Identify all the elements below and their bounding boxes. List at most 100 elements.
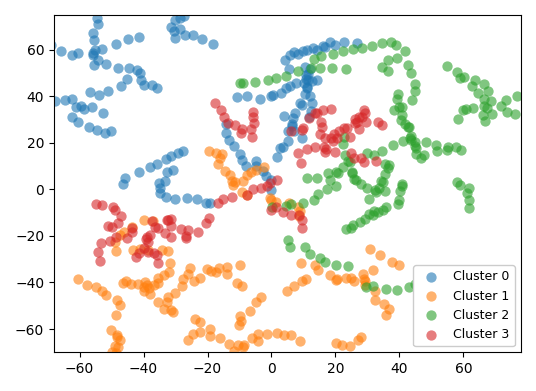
Cluster 0 <box>289 48 298 55</box>
Cluster 1 <box>178 283 187 289</box>
Cluster 3 <box>321 149 330 155</box>
Cluster 1 <box>272 199 280 205</box>
Cluster 2 <box>368 43 376 50</box>
Cluster 1 <box>294 204 302 210</box>
Cluster 1 <box>185 265 194 271</box>
Cluster 1 <box>379 300 388 307</box>
Cluster 1 <box>143 282 151 288</box>
Cluster 2 <box>331 183 340 189</box>
Cluster 2 <box>533 93 536 99</box>
Cluster 1 <box>371 288 379 294</box>
Cluster 2 <box>480 96 488 102</box>
Cluster 1 <box>92 284 100 291</box>
Cluster 1 <box>114 344 123 350</box>
Cluster 1 <box>206 268 215 274</box>
Cluster 1 <box>144 247 153 253</box>
Cluster 3 <box>143 234 152 240</box>
Cluster 1 <box>160 306 168 312</box>
Cluster 3 <box>319 107 327 113</box>
Cluster 3 <box>117 213 125 219</box>
Cluster 2 <box>346 159 354 165</box>
Cluster 2 <box>324 170 332 176</box>
Cluster 0 <box>251 158 260 165</box>
Cluster 0 <box>170 17 179 23</box>
Cluster 2 <box>416 155 425 161</box>
Cluster 1 <box>103 373 111 380</box>
Cluster 2 <box>362 284 370 290</box>
Cluster 3 <box>97 239 106 246</box>
Cluster 0 <box>319 43 327 49</box>
Cluster 1 <box>107 349 116 355</box>
Cluster 1 <box>163 294 172 300</box>
Cluster 3 <box>372 158 381 165</box>
Cluster 1 <box>310 262 319 268</box>
Cluster 1 <box>254 338 262 344</box>
Cluster 0 <box>91 47 100 53</box>
Cluster 2 <box>370 208 378 214</box>
Cluster 1 <box>353 337 362 344</box>
Cluster 2 <box>368 212 377 218</box>
Cluster 2 <box>419 274 427 280</box>
Cluster 1 <box>212 150 220 156</box>
Cluster 0 <box>284 128 292 134</box>
Cluster 1 <box>150 282 158 288</box>
Cluster 0 <box>160 178 169 185</box>
Cluster 0 <box>73 50 82 57</box>
Cluster 3 <box>193 229 202 235</box>
Cluster 0 <box>123 76 131 83</box>
Cluster 2 <box>397 117 405 123</box>
Cluster 3 <box>128 225 137 231</box>
Cluster 0 <box>68 114 76 120</box>
Cluster 2 <box>523 108 531 114</box>
Cluster 1 <box>115 302 124 308</box>
Cluster 0 <box>222 120 230 127</box>
Cluster 1 <box>238 189 247 195</box>
Cluster 0 <box>302 84 311 90</box>
Cluster 0 <box>292 80 300 86</box>
Cluster 1 <box>331 339 340 346</box>
Cluster 0 <box>277 90 286 96</box>
Cluster 2 <box>326 177 334 183</box>
Cluster 0 <box>68 52 76 58</box>
Cluster 2 <box>487 98 495 104</box>
Cluster 0 <box>307 77 316 84</box>
Cluster 1 <box>103 367 111 373</box>
Cluster 0 <box>321 44 330 50</box>
Cluster 3 <box>287 127 296 134</box>
Cluster 1 <box>179 276 188 282</box>
Cluster 2 <box>405 124 413 130</box>
Cluster 1 <box>139 284 148 290</box>
Cluster 0 <box>242 163 251 170</box>
Cluster 0 <box>182 194 191 201</box>
Cluster 1 <box>96 353 105 360</box>
Cluster 0 <box>111 41 120 47</box>
Cluster 0 <box>306 92 315 99</box>
Cluster 0 <box>61 97 70 103</box>
Cluster 0 <box>209 41 218 47</box>
Cluster 0 <box>180 13 188 19</box>
Cluster 2 <box>361 216 369 222</box>
Cluster 1 <box>384 306 393 312</box>
Cluster 0 <box>300 80 308 86</box>
Cluster 3 <box>355 114 363 120</box>
Cluster 1 <box>294 213 303 219</box>
Cluster 3 <box>182 233 191 239</box>
Cluster 3 <box>272 177 281 183</box>
Cluster 2 <box>281 73 290 79</box>
Cluster 0 <box>72 104 80 110</box>
Cluster 0 <box>136 70 145 77</box>
Cluster 0 <box>299 48 307 54</box>
Cluster 0 <box>89 52 98 58</box>
Cluster 3 <box>154 260 162 267</box>
Cluster 1 <box>166 260 174 267</box>
Cluster 3 <box>143 249 152 255</box>
Cluster 1 <box>286 332 295 339</box>
Cluster 2 <box>480 118 489 124</box>
Cluster 2 <box>312 176 321 182</box>
Cluster 3 <box>114 220 123 226</box>
Cluster 0 <box>297 102 306 109</box>
Cluster 2 <box>332 262 340 268</box>
Cluster 2 <box>497 102 505 109</box>
Cluster 1 <box>183 337 192 343</box>
Cluster 0 <box>124 65 133 72</box>
